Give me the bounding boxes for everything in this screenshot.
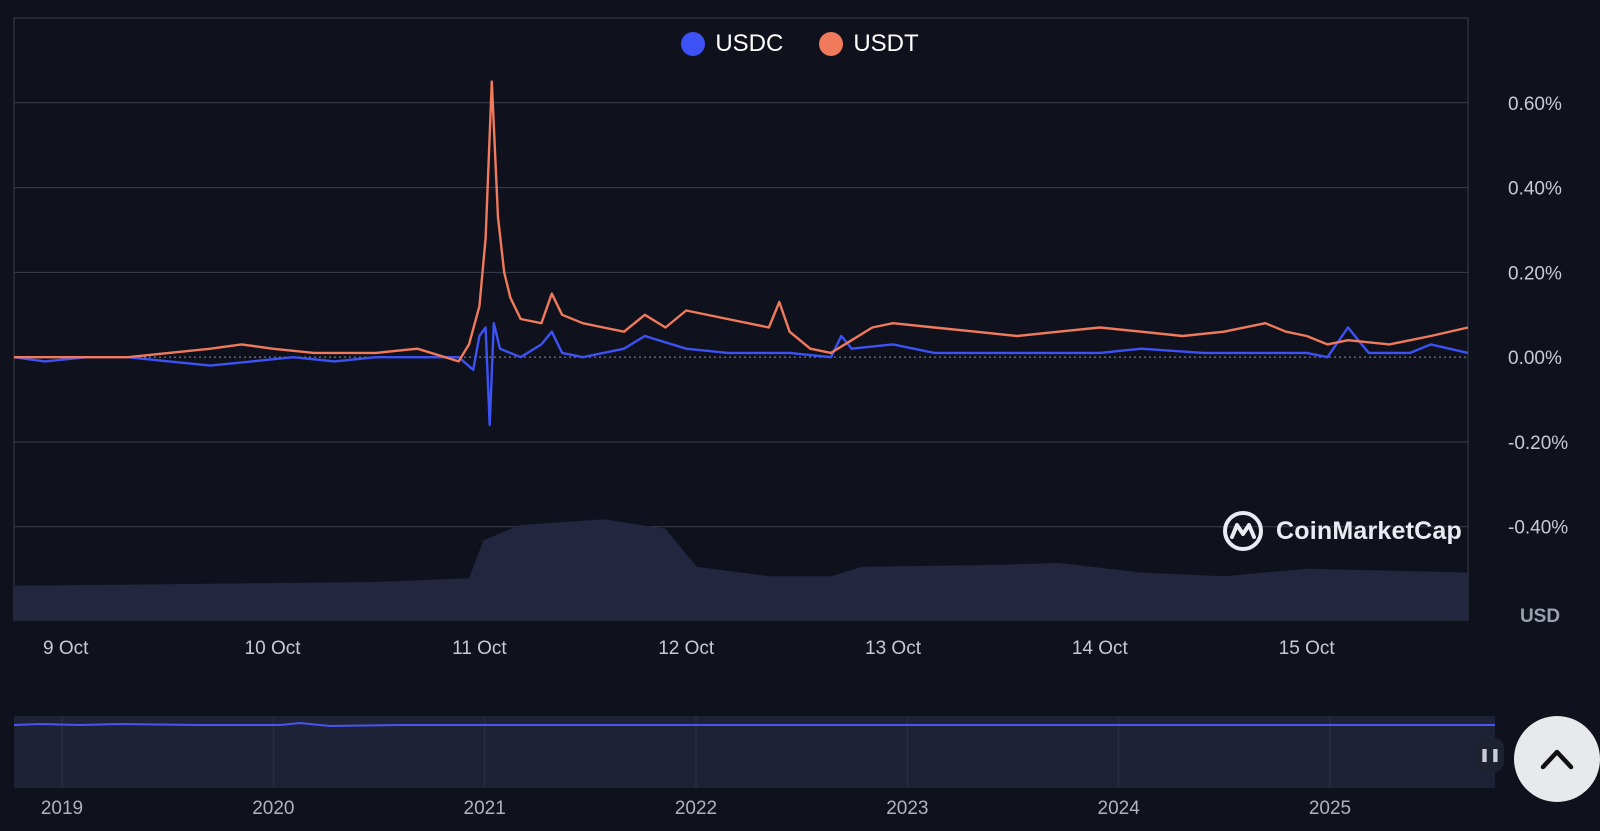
legend-item-usdt[interactable]: USDT bbox=[819, 30, 919, 58]
y-tick-label: -0.20% bbox=[1508, 433, 1568, 454]
legend-item-usdc[interactable]: USDC bbox=[681, 30, 783, 58]
y-tick-label: 0.60% bbox=[1508, 94, 1562, 115]
coinmarketcap-logo-icon bbox=[1223, 511, 1263, 551]
navigator-tick-label: 2025 bbox=[1309, 798, 1351, 819]
series-line-usdt[interactable] bbox=[14, 80, 1469, 363]
x-tick-label: 11 Oct bbox=[452, 638, 507, 659]
x-tick-label: 10 Oct bbox=[245, 638, 302, 659]
scroll-to-top-button[interactable] bbox=[1514, 716, 1600, 802]
legend-label-usdt: USDT bbox=[853, 30, 919, 57]
volume-area bbox=[14, 519, 1468, 620]
volume-axis-label: USD bbox=[1520, 606, 1560, 627]
series-line-usdc[interactable] bbox=[13, 322, 1469, 427]
navigator[interactable]: 2019 2020 2021 2022 2023 2024 2025 bbox=[13, 716, 1495, 819]
x-tick-label: 15 Oct bbox=[1279, 638, 1336, 659]
y-tick-label: 0.20% bbox=[1508, 263, 1562, 284]
y-tick-label: 0.40% bbox=[1508, 179, 1562, 200]
navigator-tick-label: 2024 bbox=[1098, 798, 1141, 819]
chart-legend: USDC USDT bbox=[0, 30, 1600, 58]
usdt-dot-icon bbox=[819, 32, 844, 56]
x-tick-label: 14 Oct bbox=[1072, 638, 1129, 659]
navigator-area bbox=[14, 716, 1495, 788]
watermark-text: CoinMarketCap bbox=[1276, 516, 1462, 545]
chevron-up-icon bbox=[1540, 749, 1574, 770]
navigator-handle[interactable]: ❚❚ bbox=[1476, 738, 1504, 772]
legend-label-usdc: USDC bbox=[715, 30, 784, 57]
x-tick-label: 9 Oct bbox=[43, 638, 89, 659]
y-axis: 0.60% 0.40% 0.20% 0.00% -0.20% -0.40% bbox=[1508, 94, 1568, 539]
coinmarketcap-watermark: CoinMarketCap bbox=[1222, 510, 1462, 552]
x-tick-label: 12 Oct bbox=[658, 638, 715, 659]
navigator-tick-label: 2019 bbox=[41, 798, 83, 819]
navigator-tick-label: 2020 bbox=[252, 798, 294, 819]
x-tick-label: 13 Oct bbox=[865, 638, 922, 659]
navigator-tick-label: 2023 bbox=[886, 798, 928, 819]
usdc-dot-icon bbox=[681, 32, 706, 56]
handle-grip-icon: ❚❚ bbox=[1479, 747, 1501, 762]
series-lines bbox=[13, 80, 1469, 427]
y-tick-label: 0.00% bbox=[1508, 348, 1562, 369]
navigator-line bbox=[13, 721, 1495, 728]
y-tick-label: -0.40% bbox=[1508, 518, 1568, 539]
navigator-tick-label: 2022 bbox=[675, 798, 717, 819]
volume-bars bbox=[14, 519, 1468, 620]
navigator-tick-label: 2021 bbox=[464, 798, 506, 819]
x-axis: 9 Oct 10 Oct 11 Oct 12 Oct 13 Oct 14 Oct 15 Oc… bbox=[43, 638, 1335, 659]
